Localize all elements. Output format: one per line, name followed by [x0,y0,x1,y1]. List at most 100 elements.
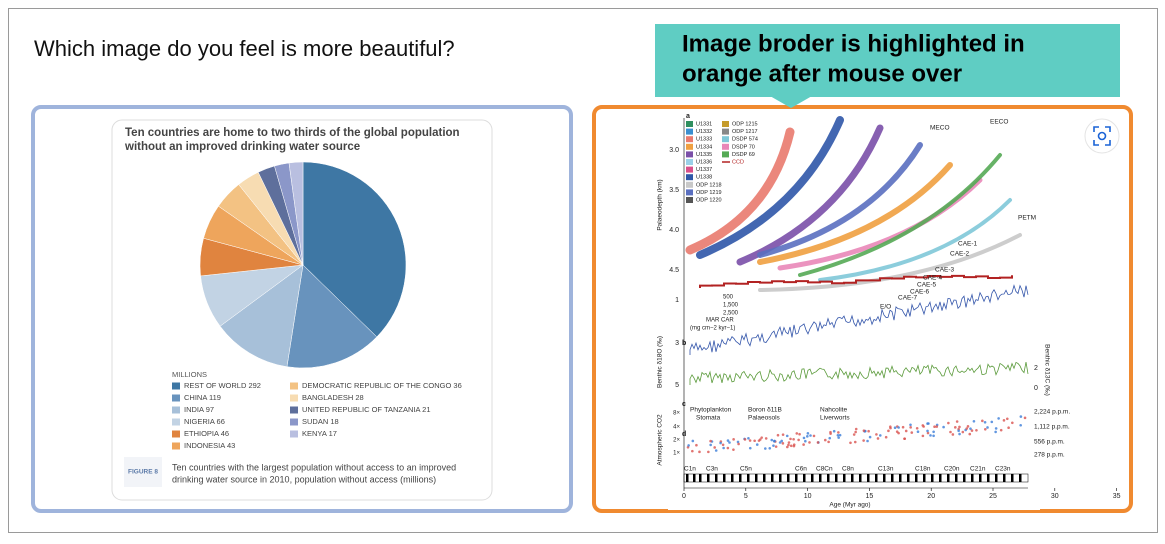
decor-dot [736,440,740,444]
legend-swatch [686,189,693,196]
legend-name: UNITED REPUBLIC OF TANZANIA [302,405,420,414]
decor-dot [969,427,972,430]
event-label: CAE-5 [917,282,937,289]
chron-label: C8Cn [816,466,833,473]
decor-curve [798,153,1002,277]
pie-slice [219,264,304,368]
legend-swatch [172,430,180,438]
axis-label: Benthic δ18O (‰) [657,336,664,388]
decor-dot [758,438,762,441]
tick-label: 4× [673,425,680,431]
legend-label: ODP 1215 [732,121,758,127]
decor-dot [986,426,989,429]
chron-block [859,474,862,482]
chron-block [979,474,982,482]
visual-search-button[interactable] [1084,118,1120,154]
chron-label: C3n [706,466,718,473]
tick-label: 2× [673,438,680,444]
axis-label: Atmospheric CO2 [657,414,664,466]
tick-label: 3.0 [669,147,679,154]
decor-dot [687,444,690,447]
chron-block [971,474,974,482]
decor-dot [949,430,952,434]
legend-label: ODP 1219 [696,190,722,196]
legend-name: SUDAN [302,417,328,426]
decor-dot [968,432,972,436]
tick-label: 0 [1034,385,1038,392]
legend-label: SUDAN 18 [302,417,339,426]
decor-dot [849,441,852,445]
decor-dot [760,436,763,439]
tick-label: 2 [1034,365,1038,372]
chron-block [747,474,750,482]
chron-block [803,474,806,482]
legend-swatch [172,442,180,450]
tick-label: 25 [989,493,997,500]
decor-dot [951,433,955,436]
decor-dot [888,425,892,429]
legend-swatch [722,128,729,135]
tick-label: 35 [1113,493,1121,500]
chron-block [1003,474,1006,482]
chron-label: C13n [878,466,894,473]
legend-swatch [290,406,298,414]
legend-value: 119 [209,393,221,402]
decor-dot [792,437,795,441]
legend-swatch [172,394,180,402]
decor-dot [768,446,772,450]
legend-label: 1,500 [723,303,739,309]
chart-title: Ten countries are home to two thirds of … [125,127,460,139]
chron-block [699,474,702,482]
decor-dot [854,430,857,434]
decor-dot [999,428,1003,432]
axis-label: Age (Myr ago) [829,502,870,509]
panel-letter: b [682,340,686,347]
pie-slice [302,161,407,338]
decor-dot [709,439,712,443]
tick-label: 5 [744,493,748,500]
legend-label: CHINA 119 [184,393,221,402]
decor-curve [696,116,844,259]
decor-dot [691,439,695,443]
callout-text: Image broder is highlighted in [682,30,1025,57]
legend-value: 28 [355,393,363,402]
legend-name: BANGLADESH [302,393,353,402]
decor-line [689,361,1029,385]
legend-label: 500 [723,295,734,301]
legend-label: REST OF WORLD 292 [184,381,261,390]
decor-dot [737,442,740,446]
chron-block [867,474,870,482]
decor-dot [926,429,929,433]
legend-label: U1333 [696,137,712,143]
chart-title: without an improved drinking water sourc… [124,141,360,153]
decor-dot [1007,426,1010,429]
chron-block [891,474,894,482]
decor-dot [713,446,716,449]
chron-block [923,474,926,482]
legend-label: 2,500 [723,311,739,317]
legend-swatch [686,136,693,143]
legend-swatch [686,121,693,127]
legend-swatch [686,159,693,165]
decor-dot [795,432,799,435]
callout-pointer [770,96,812,108]
decor-ccd [699,274,1013,288]
legend-name: NIGERIA [184,417,215,426]
decor-dot [926,431,930,435]
decor-dot [797,438,800,442]
decor-dot [909,423,912,427]
chron-block [819,474,822,482]
tick-label: 5 [675,382,679,389]
co2-label: 556 p.p.m. [1034,439,1065,446]
chron-block [987,474,990,482]
decor-dot [955,420,959,423]
visual-search-icon [1093,126,1111,146]
legend-value: 21 [422,405,430,414]
legend-label: U1332 [696,129,712,135]
decor-dot [961,430,965,434]
co2-label: 2,224 p.p.m. [1034,409,1070,416]
decor-dot [755,443,759,446]
decor-dot [714,449,718,452]
decor-dot [806,435,809,438]
